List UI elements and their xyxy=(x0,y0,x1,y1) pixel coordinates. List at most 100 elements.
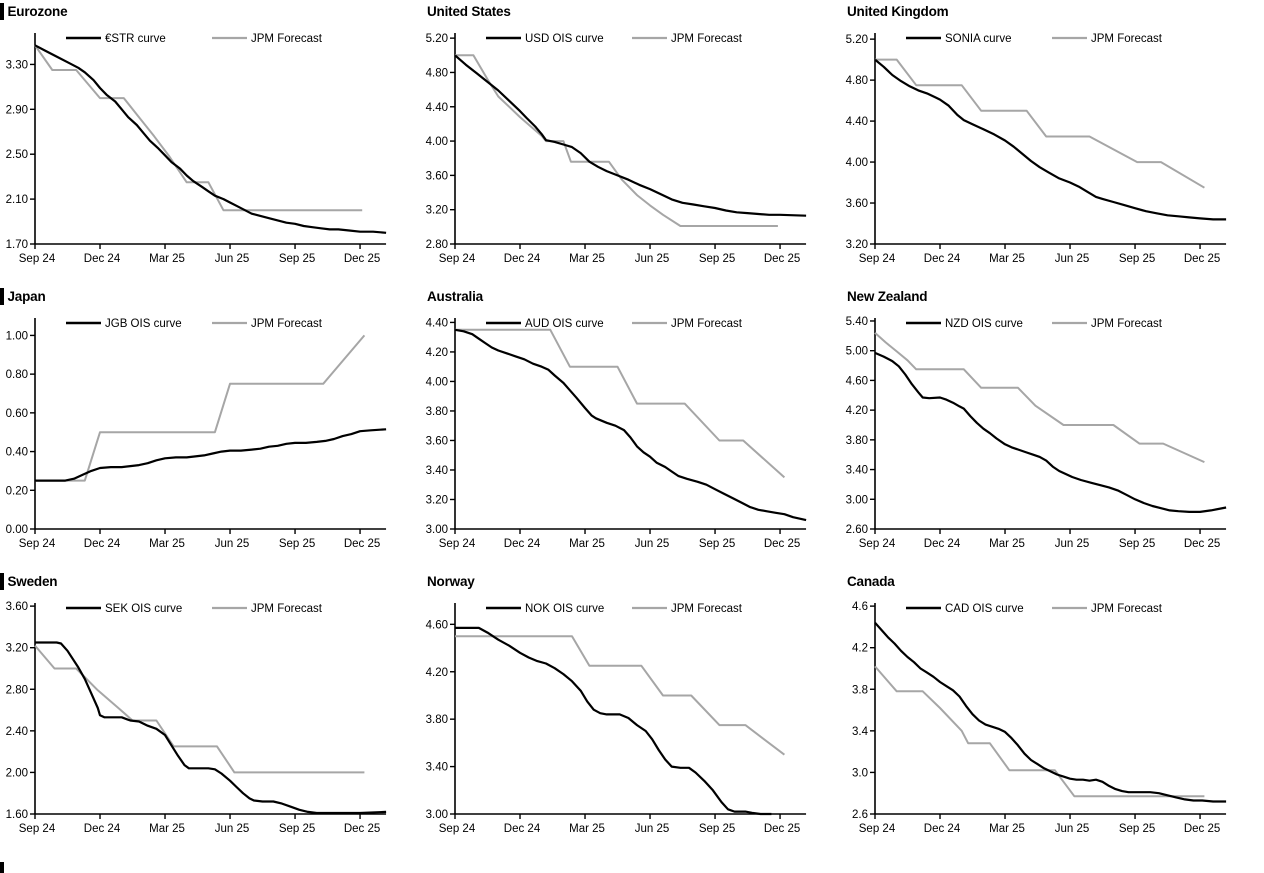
x-tick-label: Dec 24 xyxy=(84,538,121,550)
panel-title-row: Japan xyxy=(0,287,420,306)
jgb-ois-curve-line xyxy=(35,428,387,482)
y-tick-label: 2.50 xyxy=(6,149,28,161)
y-tick-label: 3.8 xyxy=(852,684,868,696)
x-tick-label: Jun 25 xyxy=(635,538,670,550)
panel-united-kingdom: United Kingdom 3.20 3.60 4.00 4.40 4.80 5.20 S… xyxy=(840,0,1264,285)
x-tick-label: Dec 25 xyxy=(1184,823,1220,835)
y-tick-label: 3.00 xyxy=(846,494,868,506)
chart-title-united-states: United States xyxy=(427,4,511,19)
x-tick-label: Sep 25 xyxy=(1119,253,1155,265)
chart-united-states: 2.80 3.20 3.60 4.00 4.40 4.80 5.20 Sep 24 Dec 24… xyxy=(426,33,807,265)
jpm-forecast-line xyxy=(875,58,1205,189)
y-tick-label: 4.00 xyxy=(426,136,448,148)
panel-australia: Australia 3.00 3.20 3.40 3.60 3.80 4.00 4.20 4.… xyxy=(420,285,840,570)
x-tick-label: Sep 25 xyxy=(699,253,735,265)
y-tick-label: 2.80 xyxy=(6,684,28,696)
y-tick-label: 2.00 xyxy=(6,767,28,779)
chart-norway: 3.00 3.40 3.80 4.20 4.60 Sep 24 Dec 24 Mar 25 Ju… xyxy=(426,603,807,835)
y-tick-label: 1.70 xyxy=(6,239,28,251)
y-tick-label: 2.40 xyxy=(6,726,28,738)
y-tick-label: 3.40 xyxy=(846,465,868,477)
panel-title-row: United Kingdom xyxy=(840,2,1264,21)
jpm-forecast-line xyxy=(455,54,778,227)
x-tick-label: Dec 25 xyxy=(344,823,380,835)
y-tick-label: 3.00 xyxy=(426,809,448,821)
y-tick-label: 2.6 xyxy=(852,809,868,821)
panel-japan: Japan 0.00 0.20 0.40 0.60 0.80 1.00 Sep 24 Dec … xyxy=(0,285,420,570)
y-tick-label: 3.20 xyxy=(426,205,448,217)
chart-title-new-zealand: New Zealand xyxy=(847,289,928,304)
x-tick-label: Mar 25 xyxy=(989,823,1025,835)
legend-label: JPM Forecast xyxy=(1091,603,1163,615)
legend-label: JPM Forecast xyxy=(251,318,323,330)
x-tick-label: Jun 25 xyxy=(1055,823,1090,835)
x-tick-label: Sep 25 xyxy=(279,538,315,550)
y-tick-label: 2.80 xyxy=(426,239,448,251)
y-tick-label: 3.60 xyxy=(426,170,448,182)
y-tick-label: 4.80 xyxy=(846,75,868,87)
panel-norway: Norway 3.00 3.40 3.80 4.20 4.60 Sep 24 Dec 24 M… xyxy=(420,570,840,873)
legend-label: SEK OIS curve xyxy=(105,603,182,615)
jpm-forecast-line xyxy=(35,334,366,482)
chart-title-japan: Japan xyxy=(7,289,46,304)
x-tick-label: Sep 24 xyxy=(19,253,56,265)
y-tick-label: 3.20 xyxy=(426,494,448,506)
cad-ois-curve-line xyxy=(874,621,1227,803)
x-tick-label: Sep 24 xyxy=(439,253,476,265)
legend-label: USD OIS curve xyxy=(525,33,604,45)
x-tick-label: Sep 25 xyxy=(699,538,735,550)
x-tick-label: Dec 24 xyxy=(504,253,541,265)
y-tick-label: 3.00 xyxy=(426,524,448,536)
x-tick-label: Dec 25 xyxy=(344,253,380,265)
y-tick-label: 0.80 xyxy=(6,369,28,381)
y-tick-label: 0.20 xyxy=(6,485,28,497)
y-tick-label: 4.60 xyxy=(846,375,868,387)
-str-curve-line xyxy=(34,44,387,234)
x-tick-label: Dec 25 xyxy=(1184,538,1220,550)
x-tick-label: Sep 25 xyxy=(1119,538,1155,550)
chart-eurozone: 1.70 2.10 2.50 2.90 3.30 Sep 24 Dec 24 Mar 25 Ju… xyxy=(6,33,387,265)
x-tick-label: Jun 25 xyxy=(1055,253,1090,265)
y-tick-label: 5.20 xyxy=(846,34,868,46)
chart-australia: 3.00 3.20 3.40 3.60 3.80 4.00 4.20 4.40 Sep 24 De… xyxy=(426,317,807,550)
x-tick-label: Dec 25 xyxy=(1184,253,1220,265)
panel-title-row: New Zealand xyxy=(840,287,1264,306)
usd-ois-curve-line xyxy=(454,54,807,217)
legend-label: JPM Forecast xyxy=(671,318,743,330)
x-tick-label: Jun 25 xyxy=(215,823,250,835)
x-tick-label: Mar 25 xyxy=(149,253,185,265)
jpm-forecast-line xyxy=(34,644,365,774)
chart-canada: 2.6 3.0 3.4 3.8 4.2 4.6 Sep 24 Dec 24 Mar 25 Jun … xyxy=(852,601,1227,835)
y-tick-label: 4.00 xyxy=(426,376,448,388)
y-tick-label: 5.00 xyxy=(846,346,868,358)
x-tick-label: Sep 24 xyxy=(19,823,56,835)
panel-title-row: Canada xyxy=(840,572,1264,591)
section-marker xyxy=(0,573,4,590)
legend-label: JPM Forecast xyxy=(671,603,743,615)
y-tick-label: 3.40 xyxy=(426,465,448,477)
x-tick-label: Sep 24 xyxy=(19,538,56,550)
chart-sweden: 1.60 2.00 2.40 2.80 3.20 3.60 Sep 24 Dec 24 Mar … xyxy=(6,601,387,835)
x-tick-label: Sep 25 xyxy=(1119,823,1155,835)
x-tick-label: Sep 25 xyxy=(699,823,735,835)
x-tick-label: Dec 25 xyxy=(344,538,380,550)
legend-label: CAD OIS curve xyxy=(945,603,1024,615)
y-tick-label: 4.6 xyxy=(852,601,868,613)
chart-title-united-kingdom: United Kingdom xyxy=(847,4,949,19)
x-tick-label: Sep 24 xyxy=(859,538,896,550)
y-tick-label: 4.2 xyxy=(852,643,868,655)
x-tick-label: Jun 25 xyxy=(1055,538,1090,550)
y-tick-label: 3.0 xyxy=(852,767,868,779)
y-tick-label: 2.10 xyxy=(6,194,28,206)
section-marker xyxy=(0,288,4,305)
x-tick-label: Jun 25 xyxy=(215,253,250,265)
y-tick-label: 4.40 xyxy=(426,102,448,114)
legend-label: NZD OIS curve xyxy=(945,318,1023,330)
x-tick-label: Dec 24 xyxy=(924,538,961,550)
y-tick-label: 3.4 xyxy=(852,726,869,738)
panel-title-row: Eurozone xyxy=(0,2,420,21)
legend-label: JPM Forecast xyxy=(671,33,743,45)
y-tick-label: 4.00 xyxy=(846,157,868,169)
x-tick-label: Mar 25 xyxy=(149,823,185,835)
x-tick-label: Sep 25 xyxy=(279,823,315,835)
